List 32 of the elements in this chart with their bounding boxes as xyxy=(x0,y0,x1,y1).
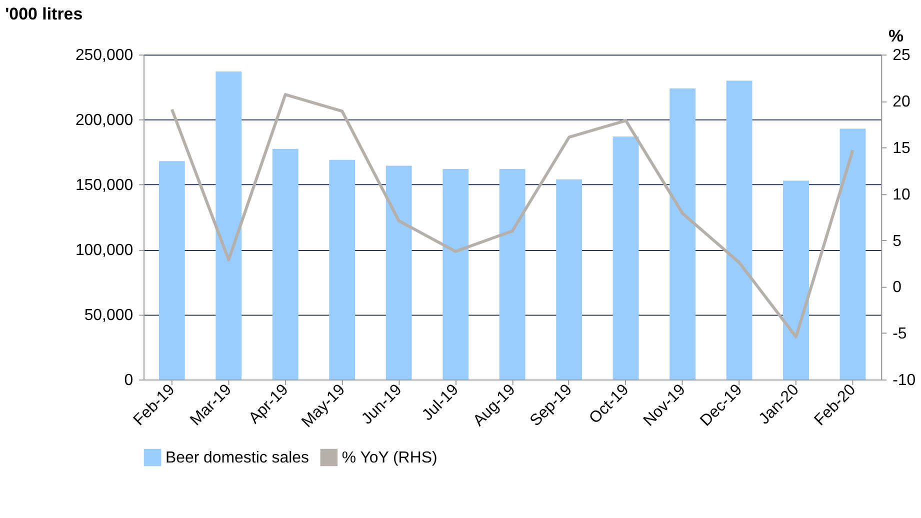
y2-tick-label: 25 xyxy=(892,47,910,64)
legend-label: Beer domestic sales xyxy=(165,449,309,466)
y2-tick-label: 20 xyxy=(892,93,910,110)
bar xyxy=(499,168,526,380)
y2-tick-label: 0 xyxy=(892,279,902,296)
bar xyxy=(670,88,696,380)
bar xyxy=(272,148,298,380)
y-tick-label: 0 xyxy=(124,372,134,390)
bar xyxy=(840,128,866,380)
y2-tick-label: -5 xyxy=(892,326,907,343)
bar xyxy=(556,179,582,380)
y2-tick-label: 15 xyxy=(892,140,910,157)
bar xyxy=(216,71,242,380)
y-axis-title: '000 litres xyxy=(5,4,83,24)
y-tick-label: 200,000 xyxy=(75,112,134,130)
y2-tick-label: -10 xyxy=(892,372,916,390)
bar xyxy=(158,161,185,380)
bar xyxy=(442,168,469,380)
bar xyxy=(386,166,412,380)
y-tick-label: 250,000 xyxy=(75,47,134,64)
bar xyxy=(783,180,809,380)
y-tick-label: 50,000 xyxy=(84,307,134,324)
bar xyxy=(726,80,752,380)
legend-label: % YoY (RHS) xyxy=(342,449,438,466)
y2-axis-title: % xyxy=(888,26,904,46)
y-tick-label: 100,000 xyxy=(75,242,134,260)
y-tick-label: 150,000 xyxy=(75,177,134,194)
bar xyxy=(329,160,356,380)
line-series xyxy=(170,93,854,338)
y2-tick-label: 10 xyxy=(892,186,910,204)
bar xyxy=(612,136,639,380)
y2-tick-label: 5 xyxy=(892,232,902,250)
